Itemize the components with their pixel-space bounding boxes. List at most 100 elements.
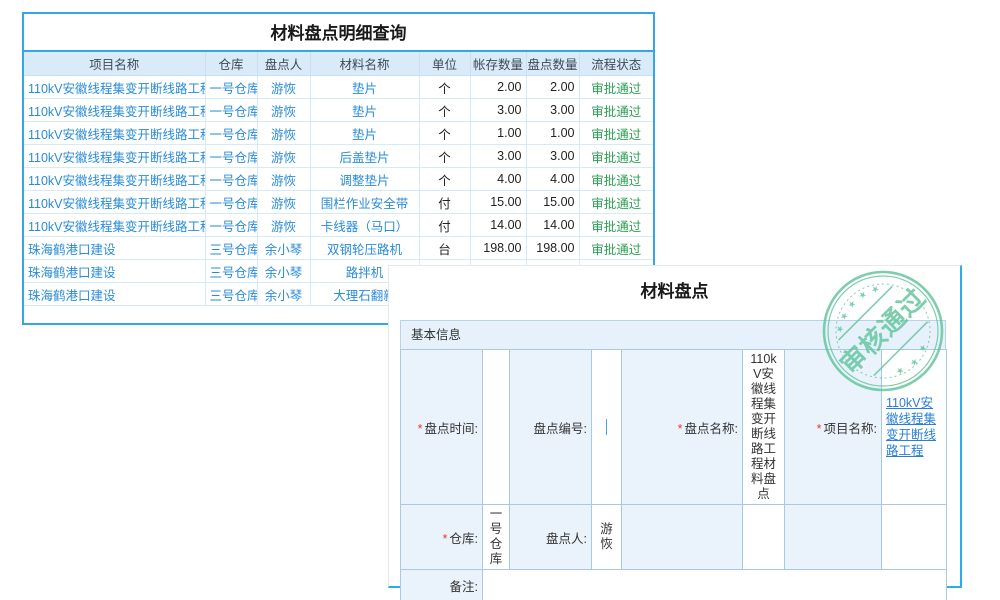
table-row[interactable]: 110kV安徽线程集变开断线路工程 一号仓库 游恢 调整垫片个 4.00 4.00 审批通过	[24, 167, 653, 191]
cell-material: 围栏作业安全带	[310, 190, 420, 214]
text-caret	[606, 419, 607, 435]
cell-person: 余小琴	[257, 282, 311, 306]
cell-project: 110kV安徽线程集变开断线路工程	[24, 98, 206, 122]
cell-status: 审批通过	[579, 144, 653, 168]
cell-project: 珠海鹤港口建设	[24, 282, 206, 306]
table-row[interactable]: 110kV安徽线程集变开断线路工程 一号仓库 游恢 垫片个 1.00 1.00 审批通过	[24, 121, 653, 145]
cell-project: 珠海鹤港口建设	[24, 259, 206, 283]
empty-label-cell-2	[784, 504, 882, 570]
cell-count_qty: 2.00	[526, 75, 580, 99]
cell-unit: 个	[419, 167, 471, 191]
col-header-person: 盘点人	[257, 51, 311, 76]
cell-status: 审批通过	[579, 236, 653, 260]
cell-warehouse: 一号仓库	[205, 98, 258, 122]
cell-count_qty: 3.00	[526, 98, 580, 122]
cell-warehouse: 一号仓库	[205, 167, 258, 191]
cell-project: 110kV安徽线程集变开断线路工程	[24, 190, 206, 214]
cell-material: 垫片	[310, 75, 420, 99]
cell-person: 游恢	[257, 190, 311, 214]
cell-book_qty: 198.00	[470, 236, 527, 260]
inventory-name-label: * 盘点名称:	[621, 349, 743, 505]
cell-book_qty: 3.00	[470, 144, 527, 168]
table-row[interactable]: 110kV安徽线程集变开断线路工程 一号仓库 游恢 垫片个 3.00 3.00 审批通过	[24, 98, 653, 122]
cell-unit: 付	[419, 213, 471, 237]
table-row[interactable]: 110kV安徽线程集变开断线路工程 一号仓库 游恢 围栏作业安全带付 15.00 15.0…	[24, 190, 653, 214]
cell-count_qty: 1.00	[526, 121, 580, 145]
cell-warehouse: 一号仓库	[205, 213, 258, 237]
query-result-panel: 材料盘点明细查询 项目名称 仓库 盘点人 材料名称 单位 帐存数量 盘点数量 流…	[22, 12, 655, 325]
cell-warehouse: 一号仓库	[205, 75, 258, 99]
cell-warehouse: 一号仓库	[205, 144, 258, 168]
table-header-row: 项目名称 仓库 盘点人 材料名称 单位 帐存数量 盘点数量 流程状态	[24, 51, 653, 76]
cell-material: 垫片	[310, 121, 420, 145]
col-header-unit: 单位	[419, 51, 471, 76]
cell-project: 110kV安徽线程集变开断线路工程	[24, 167, 206, 191]
table-body: 110kV安徽线程集变开断线路工程 一号仓库 游恢 垫片个 2.00 2.00 审批通过 11…	[24, 75, 653, 306]
remark-label: 备注:	[400, 569, 483, 600]
required-asterisk: *	[417, 421, 423, 436]
cell-unit: 付	[419, 190, 471, 214]
cell-count_qty: 198.00	[526, 236, 580, 260]
cell-status: 审批通过	[579, 190, 653, 214]
cell-person: 游恢	[257, 144, 311, 168]
table-row[interactable]: 110kV安徽线程集变开断线路工程 一号仓库 游恢 垫片个 2.00 2.00 审批通过	[24, 75, 653, 99]
empty-value-cell-1	[742, 504, 785, 570]
cell-status: 审批通过	[579, 213, 653, 237]
col-header-project: 项目名称	[24, 51, 206, 76]
cell-warehouse: 三号仓库	[205, 236, 258, 260]
cell-count_qty: 15.00	[526, 190, 580, 214]
form-row-3: 备注:	[400, 569, 947, 600]
cell-person: 游恢	[257, 167, 311, 191]
query-panel-title: 材料盘点明细查询	[270, 24, 407, 43]
cell-unit: 个	[419, 121, 471, 145]
form-row-1: * 盘点时间: 盘点编号: * 盘点名称: 110kV安徽线程集变开断线路工程材料盘…	[400, 349, 947, 505]
table-row[interactable]: 110kV安徽线程集变开断线路工程 一号仓库 游恢 卡线器（马口）付 14.00 14.0…	[24, 213, 653, 237]
cell-person: 游恢	[257, 75, 311, 99]
cell-warehouse: 三号仓库	[205, 259, 258, 283]
project-name-value: 110kV安徽线程集变开断线路工程	[881, 349, 947, 505]
person-label: 盘点人:	[509, 504, 592, 570]
cell-count_qty: 3.00	[526, 144, 580, 168]
cell-unit: 个	[419, 75, 471, 99]
warehouse-label: * 仓库:	[400, 504, 483, 570]
inventory-time-label: * 盘点时间:	[400, 349, 483, 505]
project-name-label: * 项目名称:	[784, 349, 882, 505]
cell-count_qty: 14.00	[526, 213, 580, 237]
required-asterisk: *	[677, 421, 683, 436]
cell-book_qty: 4.00	[470, 167, 527, 191]
form-row-2: * 仓库: 一号仓库 盘点人: 游恢	[400, 504, 947, 570]
cell-warehouse: 一号仓库	[205, 121, 258, 145]
cell-project: 110kV安徽线程集变开断线路工程	[24, 75, 206, 99]
cell-book_qty: 14.00	[470, 213, 527, 237]
cell-count_qty: 4.00	[526, 167, 580, 191]
cell-material: 双钢轮压路机	[310, 236, 420, 260]
col-header-book-qty: 帐存数量	[470, 51, 527, 76]
table-row[interactable]: 珠海鹤港口建设 三号仓库 余小琴 双钢轮压路机台 198.00 198.00 审批通过	[24, 236, 653, 260]
required-asterisk: *	[442, 531, 448, 546]
remark-value[interactable]	[482, 569, 947, 600]
inventory-time-value	[482, 349, 510, 505]
col-header-count-qty: 盘点数量	[526, 51, 580, 76]
form-panel-title: 材料盘点	[640, 282, 709, 301]
col-header-material: 材料名称	[310, 51, 420, 76]
cell-material: 调整垫片	[310, 167, 420, 191]
inventory-no-value[interactable]	[591, 349, 622, 505]
cell-material: 卡线器（马口）	[310, 213, 420, 237]
warehouse-value: 一号仓库	[482, 504, 510, 570]
cell-warehouse: 三号仓库	[205, 282, 258, 306]
cell-unit: 个	[419, 144, 471, 168]
cell-book_qty: 15.00	[470, 190, 527, 214]
cell-status: 审批通过	[579, 167, 653, 191]
inventory-detail-table: 项目名称 仓库 盘点人 材料名称 单位 帐存数量 盘点数量 流程状态 110kV…	[24, 50, 653, 306]
cell-material: 后盖垫片	[310, 144, 420, 168]
basic-info-section-header: 基本信息	[400, 320, 946, 350]
cell-project: 110kV安徽线程集变开断线路工程	[24, 144, 206, 168]
project-link[interactable]: 110kV安徽线程集变开断线路工程	[886, 396, 937, 458]
cell-unit: 个	[419, 98, 471, 122]
cell-unit: 台	[419, 236, 471, 260]
cell-project: 110kV安徽线程集变开断线路工程	[24, 121, 206, 145]
cell-book_qty: 1.00	[470, 121, 527, 145]
table-row[interactable]: 110kV安徽线程集变开断线路工程 一号仓库 游恢 后盖垫片个 3.00 3.00 审批通过	[24, 144, 653, 168]
cell-person: 游恢	[257, 213, 311, 237]
